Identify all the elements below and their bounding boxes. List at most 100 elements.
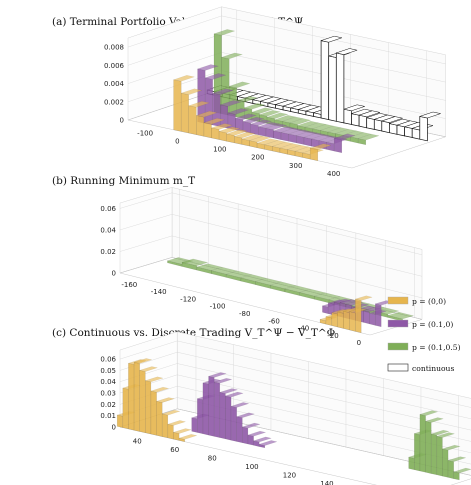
bar <box>145 380 152 435</box>
bar-top <box>188 101 210 108</box>
x-tick-label: 80 <box>208 454 217 462</box>
x-tick-label: -20 <box>327 332 338 340</box>
bar <box>343 108 352 125</box>
bar <box>150 390 157 436</box>
bar-top <box>230 402 250 408</box>
bar-top <box>249 136 271 143</box>
bar-top <box>241 422 261 429</box>
z-tick-label: 0.01 <box>100 412 116 420</box>
bar <box>191 417 198 433</box>
bar-top <box>150 386 170 393</box>
bar-top <box>342 104 366 112</box>
bar <box>247 434 254 446</box>
x-tick-label: 100 <box>213 146 226 154</box>
floor <box>119 257 423 336</box>
x-tick-label: 140 <box>320 480 333 485</box>
bar <box>225 395 232 441</box>
bar-top <box>204 73 227 80</box>
bar-top <box>266 112 289 119</box>
z-tick-label: 0.06 <box>100 205 116 213</box>
bar <box>162 413 168 438</box>
bar-top <box>173 428 192 434</box>
bar-top <box>203 118 226 125</box>
bar <box>369 312 376 326</box>
z-tick-label: 0.04 <box>100 378 116 386</box>
bar <box>363 310 370 325</box>
bar-top <box>133 358 153 364</box>
bar-top <box>208 372 227 378</box>
bar-top <box>180 88 203 95</box>
bar <box>419 414 426 473</box>
bar <box>310 147 318 161</box>
bar-top <box>225 391 244 398</box>
x-tick-label: -40 <box>298 325 309 333</box>
z-tick-label: 0.05 <box>100 367 116 375</box>
bar-top <box>357 133 380 141</box>
bar <box>219 392 226 440</box>
x-tick-label: -140 <box>151 288 167 296</box>
bar-top <box>167 420 186 426</box>
z-tick-label: 0.03 <box>100 390 116 398</box>
legend-label: continuous <box>412 364 454 373</box>
x-tick-label: -80 <box>239 310 250 318</box>
bar <box>355 298 362 333</box>
bar-top <box>139 366 158 372</box>
legend-item: continuous <box>387 363 454 373</box>
bar <box>205 77 213 126</box>
bar <box>328 55 337 122</box>
z-tick-label: 0.04 <box>100 226 116 234</box>
bar <box>375 303 382 327</box>
x-tick-label: 60 <box>170 446 179 454</box>
bar-top <box>259 110 281 117</box>
series-0 <box>319 295 373 333</box>
z-tick-label: 0.06 <box>100 356 116 364</box>
bar-top <box>221 52 243 60</box>
bar-top <box>447 456 467 462</box>
legend-label: p = (0,0) <box>412 297 446 306</box>
z-tick-label: 0.004 <box>104 80 125 88</box>
series-2 <box>213 29 380 145</box>
bar-top <box>173 75 195 82</box>
x-tick-label: -100 <box>210 303 226 311</box>
bar-top <box>228 81 251 89</box>
z-tick-label: 0 <box>120 117 124 125</box>
bar <box>351 113 360 127</box>
bar-top <box>289 118 312 125</box>
legend-item: p = (0.1,0.5) <box>387 342 461 352</box>
legend-item: p = (0,0) <box>387 296 446 306</box>
bar <box>331 312 338 328</box>
bar-top <box>156 397 175 403</box>
bar-top <box>250 119 272 126</box>
side-wall <box>119 187 173 274</box>
z-tick-label: 0.006 <box>104 62 125 70</box>
bar-top <box>219 100 242 107</box>
bar <box>122 387 129 430</box>
bar-top <box>309 143 332 150</box>
x-tick-label: 400 <box>327 170 340 178</box>
x-tick-label: 0 <box>175 137 179 145</box>
bar-top <box>178 434 198 440</box>
bar-top <box>233 131 256 139</box>
z-tick-label: 0 <box>112 424 116 432</box>
bar-top <box>333 133 356 141</box>
bar <box>230 406 237 442</box>
bar <box>139 370 146 433</box>
bar-top <box>358 110 381 118</box>
bar-top <box>436 432 455 438</box>
x-tick-label: 200 <box>251 154 264 162</box>
x-tick-label: -120 <box>180 295 196 303</box>
z-tick-label: 0.008 <box>104 44 124 52</box>
grid-line <box>119 340 471 408</box>
bar <box>258 126 267 137</box>
bar <box>419 115 428 142</box>
bar <box>337 311 344 329</box>
legend-label: p = (0.1,0.5) <box>412 343 461 352</box>
series-1 <box>197 64 356 153</box>
bar <box>203 122 212 139</box>
bar-top <box>320 35 343 43</box>
bar-top <box>253 436 272 443</box>
bar <box>242 426 249 445</box>
x-tick-label: -100 <box>137 129 153 137</box>
bar <box>408 456 415 470</box>
